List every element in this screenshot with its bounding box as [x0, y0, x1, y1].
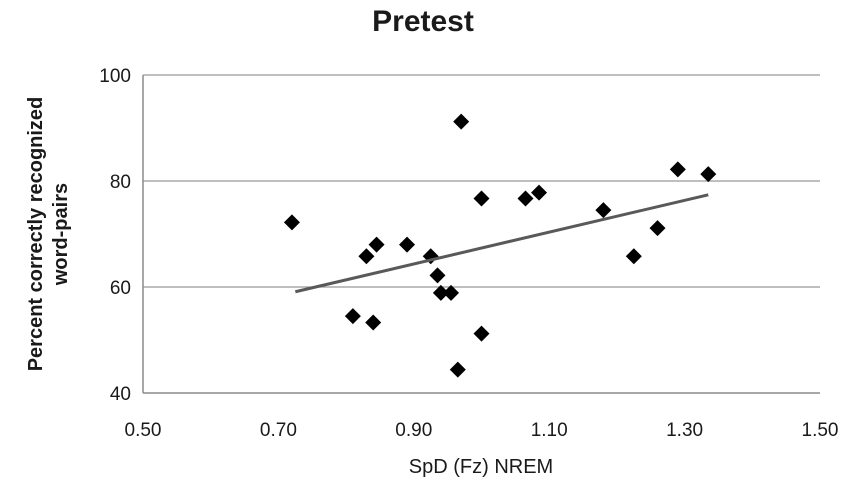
gridlines [143, 74, 820, 288]
y-axis-label-line-1: Percent correctly recognized [25, 97, 47, 372]
chart-title: Pretest [372, 5, 474, 38]
y-axis-label: Percent correctly recognized word-pairs [25, 97, 72, 372]
data-point [358, 248, 375, 265]
data-point [473, 190, 490, 207]
data-point [443, 284, 460, 301]
data-point [449, 361, 466, 378]
x-tick-label: 1.10 [531, 420, 568, 441]
data-point [399, 236, 416, 253]
y-tick-label: 80 [110, 172, 131, 193]
x-tick-label: 1.50 [802, 420, 839, 441]
data-point [432, 284, 449, 301]
data-point [429, 267, 446, 284]
x-tick-label: 0.70 [260, 420, 297, 441]
x-tick-label: 0.50 [125, 420, 162, 441]
data-points [283, 113, 717, 378]
data-point [531, 184, 548, 201]
y-tick-labels: 40 60 80 100 [99, 66, 131, 405]
data-point [649, 220, 666, 237]
x-tick-label: 0.90 [395, 420, 432, 441]
data-point [368, 236, 385, 253]
x-tick-label: 1.30 [666, 420, 703, 441]
y-tick-label: 100 [99, 66, 131, 87]
data-point [473, 325, 490, 342]
data-point [700, 166, 717, 183]
y-axis-label-line-2: word-pairs [50, 183, 72, 286]
x-axis-label: SpD (Fz) NREM [409, 456, 553, 478]
data-point [365, 314, 382, 331]
data-point [283, 214, 300, 231]
data-point [669, 161, 686, 178]
data-point [595, 202, 612, 219]
data-point [625, 248, 642, 265]
y-tick-label: 60 [110, 278, 131, 299]
data-point [453, 113, 470, 130]
y-tick-label: 40 [110, 384, 131, 405]
data-point [344, 308, 361, 325]
x-tick-labels: 0.50 0.70 0.90 1.10 1.30 1.50 [125, 420, 839, 441]
data-point [517, 190, 534, 207]
trendline [294, 193, 709, 294]
